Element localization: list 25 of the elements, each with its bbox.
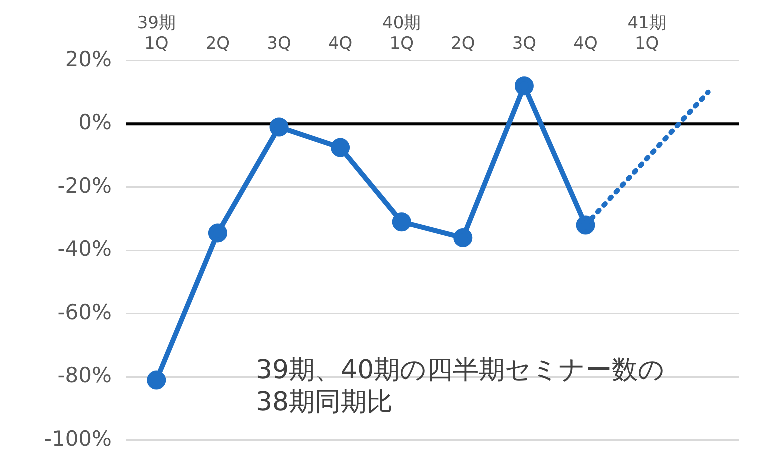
x-tick-label: 3Q xyxy=(512,34,537,54)
point xyxy=(270,118,289,137)
x-tick-label: 2Q xyxy=(451,34,476,54)
point xyxy=(208,224,228,243)
x-tick-label: 2Q xyxy=(206,34,230,54)
y-tick-label: -100% xyxy=(44,426,112,451)
point xyxy=(514,76,534,96)
point xyxy=(576,216,596,235)
x-tick-label: 4Q xyxy=(328,34,353,54)
y-tick-label: -80% xyxy=(58,364,112,388)
annotation: 39期、40期の四半期セミナー数の 38期同期比 xyxy=(256,355,666,418)
point xyxy=(147,370,166,390)
y-tick-label: 0% xyxy=(78,110,112,135)
x-tick-label: 3Q xyxy=(267,34,292,54)
point xyxy=(454,228,473,248)
x-tick-label: 41期 1Q xyxy=(628,14,666,54)
point xyxy=(331,138,350,158)
y-tick-label: -40% xyxy=(58,237,112,262)
y-tick-label: -20% xyxy=(58,174,112,198)
x-tick-label: 39期 1Q xyxy=(137,14,176,54)
y-tick-label: 20% xyxy=(65,47,112,72)
point xyxy=(392,212,412,232)
x-tick-label: 40期 1Q xyxy=(382,14,422,54)
x-tick-label: 4Q xyxy=(574,34,598,54)
y-tick-label: -60% xyxy=(58,300,112,324)
